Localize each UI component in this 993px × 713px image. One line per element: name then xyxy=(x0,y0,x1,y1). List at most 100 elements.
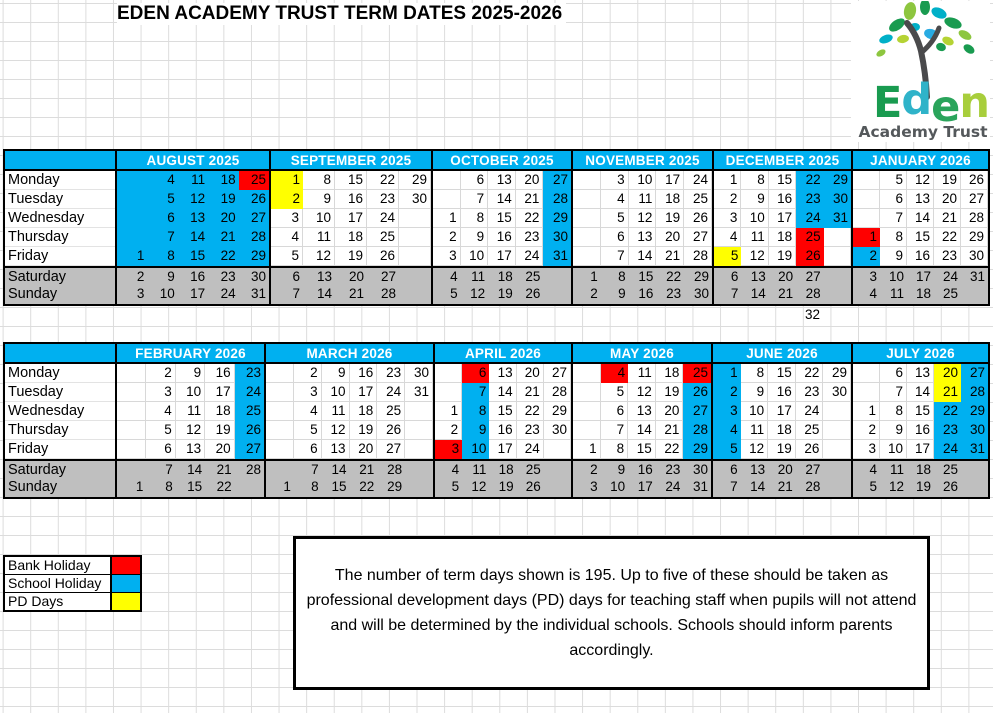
date-cell: 19 xyxy=(208,190,239,209)
date-cell: 10 xyxy=(460,247,489,266)
date-cell: 17 xyxy=(489,440,517,459)
date-cell: 6 xyxy=(713,459,741,478)
date-cell: 22 xyxy=(934,228,961,247)
empty-cell xyxy=(573,228,601,247)
empty-cell xyxy=(823,421,851,440)
leaf-icon xyxy=(942,36,954,46)
date-cell: 11 xyxy=(741,228,769,247)
month-header: JULY 2026 xyxy=(853,344,988,364)
date-cell: 5 xyxy=(600,209,629,228)
date-cell: 29 xyxy=(543,402,571,421)
date-cell: 17 xyxy=(488,247,516,266)
date-cell: 28 xyxy=(238,228,269,247)
day-label: Saturday xyxy=(5,459,115,478)
day-label: Wednesday xyxy=(5,402,115,421)
empty-cell xyxy=(266,383,294,402)
date-cell: 17 xyxy=(768,209,797,228)
date-cell: 15 xyxy=(335,171,367,190)
date-cell: 14 xyxy=(489,383,517,402)
date-cell: 18 xyxy=(205,402,235,421)
date-cell: 8 xyxy=(740,364,769,383)
date-cell: 5 xyxy=(714,247,742,266)
date-cell: 26 xyxy=(934,478,961,497)
empty-cell xyxy=(399,266,431,285)
day-label: Monday xyxy=(5,364,115,383)
month-block: SEPTEMBER 2025 1 8 15 22 29 2 9 16 23 30 3 10 17 24 4 11… xyxy=(269,151,431,304)
date-cell: 19 xyxy=(934,171,961,190)
empty-cell xyxy=(853,364,880,383)
month-header: MARCH 2026 xyxy=(266,344,433,364)
date-cell: 31 xyxy=(823,209,851,228)
date-cell: 19 xyxy=(335,247,367,266)
date-cell: 12 xyxy=(321,421,350,440)
date-cell: 23 xyxy=(367,190,399,209)
note-text-line: The number of term days shown is 195. Up… xyxy=(334,567,889,584)
date-cell: 25 xyxy=(516,459,544,478)
date-cell: 11 xyxy=(321,402,350,421)
month-header: JUNE 2026 xyxy=(713,344,851,364)
date-cell: 9 xyxy=(880,421,907,440)
date-cell: 9 xyxy=(740,383,769,402)
date-cell: 18 xyxy=(907,459,934,478)
date-cell: 5 xyxy=(146,421,176,440)
date-cell: 17 xyxy=(907,440,934,459)
date-cell: 13 xyxy=(488,171,516,190)
day-label: Wednesday xyxy=(5,209,115,228)
date-cell: 16 xyxy=(177,266,209,285)
date-cell: 9 xyxy=(175,364,206,383)
empty-cell xyxy=(823,285,851,304)
date-cell: 28 xyxy=(543,383,571,402)
date-cell: 26 xyxy=(796,247,824,266)
date-cell: 21 xyxy=(656,247,685,266)
date-cell: 11 xyxy=(175,402,206,421)
date-cell: 28 xyxy=(796,285,824,304)
date-cell: 8 xyxy=(146,478,176,497)
date-cell: 7 xyxy=(146,459,176,478)
date-cell: 31 xyxy=(543,247,571,266)
date-cell: 24 xyxy=(208,285,239,304)
date-cell: 31 xyxy=(961,440,988,459)
date-cell: 17 xyxy=(656,171,685,190)
date-cell: 17 xyxy=(205,383,235,402)
empty-cell xyxy=(117,421,147,440)
date-cell: 23 xyxy=(208,266,239,285)
legend-color-swatch xyxy=(112,593,140,610)
date-cell: 7 xyxy=(293,459,322,478)
date-cell: 27 xyxy=(367,266,399,285)
month-header: FEBRUARY 2026 xyxy=(117,344,264,364)
date-cell: 18 xyxy=(768,421,796,440)
empty-cell xyxy=(823,402,851,421)
date-cell: 23 xyxy=(796,190,824,209)
leaf-icon xyxy=(958,30,972,40)
date-cell: 21 xyxy=(516,383,544,402)
date-cell: 21 xyxy=(515,190,544,209)
month-block: DECEMBER 2025 1 8 15 22 29 2 9 16 23 30 3 10 17 24 31 4 1… xyxy=(712,151,851,304)
date-cell: 6 xyxy=(714,266,742,285)
date-cell: 4 xyxy=(600,190,629,209)
date-cell: 29 xyxy=(961,228,988,247)
empty-cell xyxy=(573,190,601,209)
date-cell: 20 xyxy=(349,440,378,459)
date-cell: 23 xyxy=(516,421,544,440)
date-cell: 26 xyxy=(683,383,711,402)
empty-cell xyxy=(573,402,601,421)
date-cell: 28 xyxy=(961,209,988,228)
page-title: EDEN ACADEMY TRUST TERM DATES 2025-2026 xyxy=(117,3,567,25)
legend-label: PD Days xyxy=(5,593,112,610)
empty-cell xyxy=(961,285,988,304)
date-cell: 13 xyxy=(489,364,517,383)
date-cell: 31 xyxy=(961,266,988,285)
date-cell: 11 xyxy=(303,228,335,247)
date-cell: 19 xyxy=(205,421,235,440)
date-cell: 14 xyxy=(907,383,934,402)
date-cell: 29 xyxy=(683,440,711,459)
empty-cell xyxy=(433,190,461,209)
date-cell: 21 xyxy=(208,228,239,247)
empty-cell xyxy=(853,190,880,209)
date-cell: 25 xyxy=(934,459,961,478)
date-cell: 24 xyxy=(934,266,961,285)
date-cell: 6 xyxy=(460,171,489,190)
date-cell: 13 xyxy=(740,459,769,478)
logo-letter: n xyxy=(959,78,989,128)
date-cell: 9 xyxy=(303,190,335,209)
